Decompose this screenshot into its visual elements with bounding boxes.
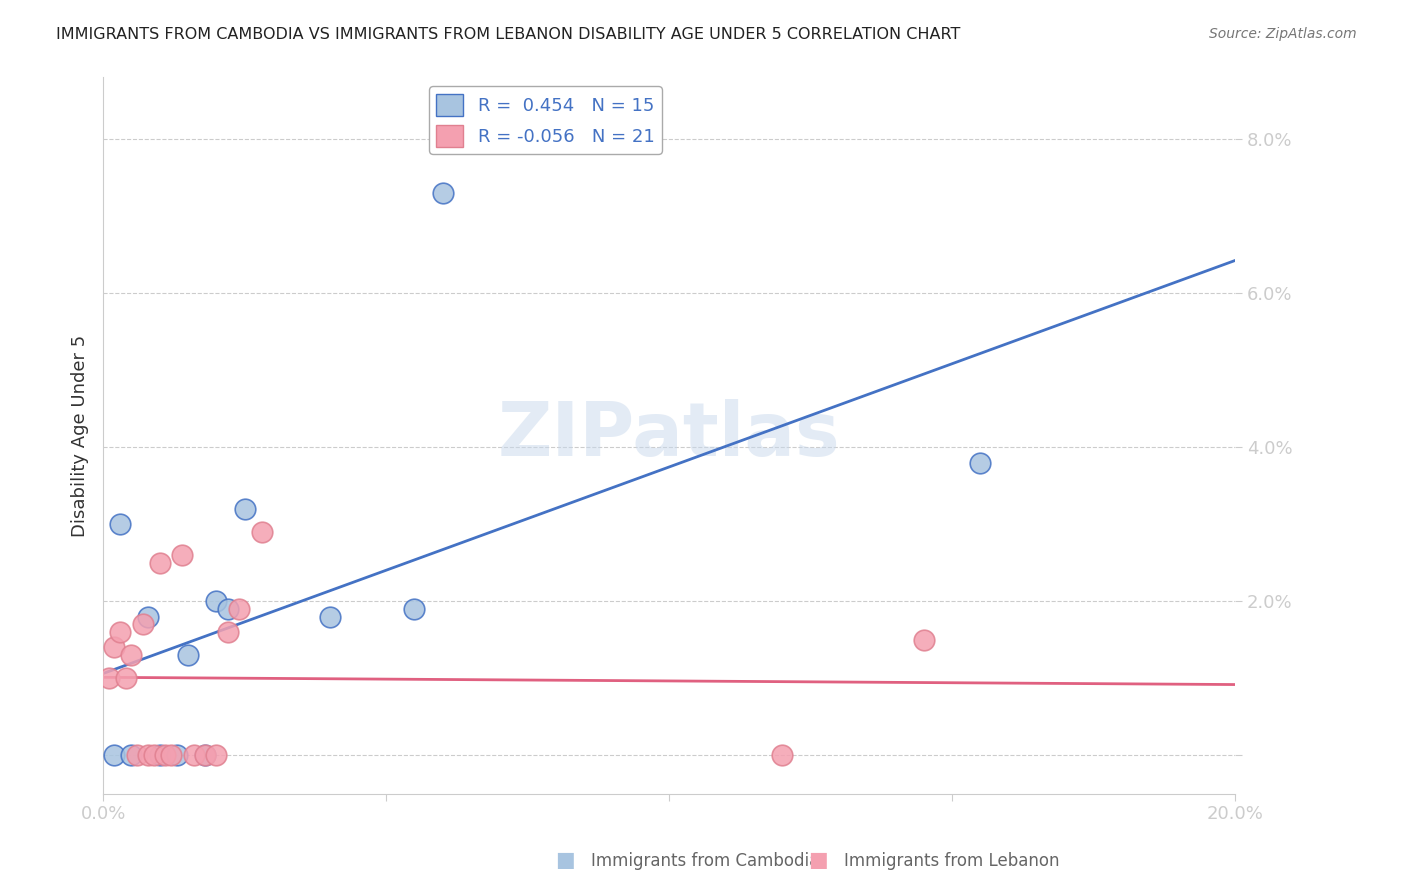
Text: Immigrants from Cambodia: Immigrants from Cambodia — [591, 852, 818, 870]
Point — [97, 671, 120, 685]
Point — [205, 748, 228, 763]
Y-axis label: Disability Age Under 5: Disability Age Under 5 — [72, 334, 89, 537]
Point — [217, 624, 239, 639]
Point — [120, 648, 142, 662]
Point — [969, 456, 991, 470]
Point — [138, 609, 160, 624]
Point — [233, 501, 256, 516]
Point — [160, 748, 183, 763]
Point — [912, 632, 935, 647]
Point — [194, 748, 217, 763]
Point — [149, 748, 172, 763]
Point — [194, 748, 217, 763]
Point — [228, 602, 250, 616]
Point — [138, 748, 160, 763]
Point — [149, 556, 172, 570]
Point — [103, 748, 125, 763]
Text: ZIPatlas: ZIPatlas — [498, 399, 841, 472]
Point — [155, 748, 177, 763]
Text: IMMIGRANTS FROM CAMBODIA VS IMMIGRANTS FROM LEBANON DISABILITY AGE UNDER 5 CORRE: IMMIGRANTS FROM CAMBODIA VS IMMIGRANTS F… — [56, 27, 960, 42]
Text: ■: ■ — [808, 850, 828, 870]
Point — [103, 640, 125, 655]
Point — [132, 617, 155, 632]
Point — [143, 748, 166, 763]
Text: Immigrants from Lebanon: Immigrants from Lebanon — [844, 852, 1059, 870]
Point — [166, 748, 188, 763]
Point — [108, 624, 131, 639]
Point — [318, 609, 340, 624]
Text: ■: ■ — [555, 850, 575, 870]
Point — [770, 748, 793, 763]
Point — [217, 602, 239, 616]
Point — [183, 748, 205, 763]
Point — [177, 648, 200, 662]
Point — [127, 748, 149, 763]
Point — [120, 748, 142, 763]
Point — [250, 524, 273, 539]
Point — [114, 671, 136, 685]
Point — [205, 594, 228, 608]
Text: Source: ZipAtlas.com: Source: ZipAtlas.com — [1209, 27, 1357, 41]
Point — [108, 517, 131, 532]
Legend: R =  0.454   N = 15, R = -0.056   N = 21: R = 0.454 N = 15, R = -0.056 N = 21 — [429, 87, 662, 154]
Point — [432, 186, 454, 200]
Point — [172, 548, 194, 562]
Point — [404, 602, 426, 616]
